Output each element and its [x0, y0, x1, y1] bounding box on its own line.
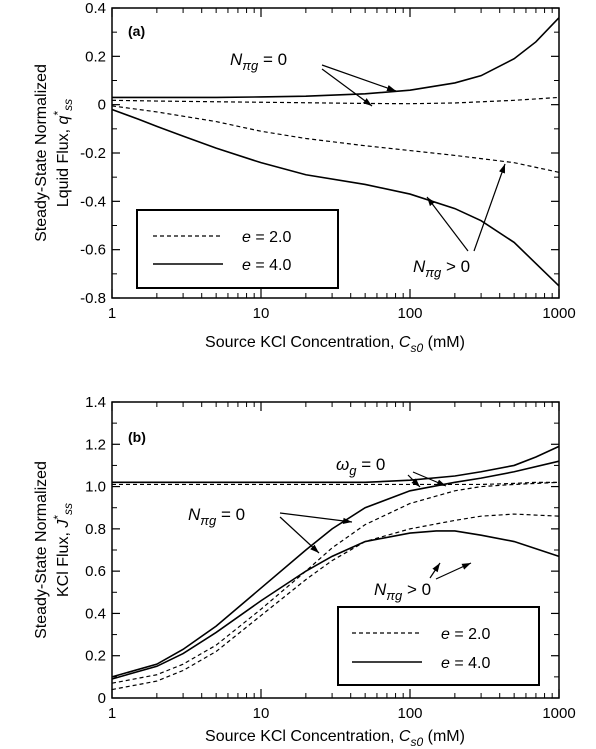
panel-a-arrow-npig-positive-right: [473, 163, 506, 252]
panel-b-legend-label-dashed: e = 2.0: [441, 626, 490, 643]
panel-b-arrow-omega-zero-left: [407, 474, 421, 488]
panel-a-ytick-label: -0.6: [80, 242, 106, 259]
panel-a-legend-label-dashed: e = 2.0: [242, 229, 291, 246]
panel-b-ytick-label: 0.4: [85, 605, 106, 622]
panel-b-ytick-label: 0.8: [85, 521, 106, 538]
panel-b-ytick-label: 0.2: [85, 648, 106, 665]
panel-b-annotation-npig-positive: Nπg > 0: [374, 580, 431, 603]
panel-b-series-5-dashed: [111, 513, 560, 691]
panel-b-ticks: 1 10 100 1000 0 0.2 0.4 0.6 0.8 1.0 1.2 1.4: [85, 394, 576, 722]
panel-b-xtick-label: 1000: [542, 705, 575, 722]
panel-a-series: [111, 17, 560, 287]
panel-a-arrow-npig-zero-upper: [321, 64, 397, 92]
panel-b-legend: e = 2.0 e = 4.0: [337, 606, 540, 686]
panel-b-series-1-dashed: [112, 481, 559, 486]
panel-a-ytick-label: -0.4: [80, 193, 106, 210]
panel-b-ytick-label: 1.2: [85, 436, 106, 453]
panel-a-legend-label-solid: e = 4.0: [242, 257, 291, 274]
panel-b-series: [111, 445, 560, 691]
panel-a-series-3-solid: [111, 108, 560, 287]
panel-a-ytick-label: 0.4: [85, 0, 106, 17]
panel-b-xtick-label: 10: [253, 705, 270, 722]
panel-a-ylabel-line2: Lquid Flux, q*ss: [51, 99, 75, 207]
panel-b-xtick-label: 1: [108, 705, 116, 722]
panel-b-legend-box: [337, 606, 540, 686]
panel-a-xtick-label: 1000: [542, 305, 575, 322]
panel-b-annotation-npig-zero: Nπg = 0: [188, 505, 245, 528]
panel-a-xlabel: Source KCl Concentration, Cs0 (mM): [205, 334, 465, 355]
panel-a-ticks: 1 10 100 1000 -0.8 -0.6 -0.4 -0.2 0 0.2 0.4: [80, 0, 576, 322]
panel-a-xtick-label: 10: [253, 305, 270, 322]
panel-b-ylabel-line2: KCl Flux, J*ss: [51, 503, 75, 597]
panel-b-ytick-label: 1.4: [85, 394, 106, 411]
panel-a-ytick-label: 0: [98, 97, 106, 114]
panel-b-annotation-omega-zero: ωg = 0: [336, 455, 385, 478]
panel-b-arrow-npig-positive-left: [429, 562, 441, 579]
panel-b-xlabel: Source KCl Concentration, Cs0 (mM): [205, 728, 465, 749]
panel-a-xtick-label: 1: [108, 305, 116, 322]
panel-a-ytick-label: -0.2: [80, 145, 106, 162]
panel-a-annotation-npig-zero: Nπg = 0: [230, 50, 287, 73]
panel-b-arrow-omega-zero-right: [412, 471, 447, 487]
panel-b-series-4-solid: [111, 530, 560, 680]
panel-a-legend-box: [136, 209, 339, 289]
panel-a-arrow-npig-zero-lower: [321, 68, 373, 107]
panel-b-arrow-npig-zero-upper: [279, 512, 353, 525]
panel-b-series-2-solid: [111, 460, 560, 678]
panel-a-series-0-solid: [112, 17, 560, 99]
panel-a-ytick-label: -0.8: [80, 290, 106, 307]
panel-a-legend: e = 2.0 e = 4.0: [136, 209, 339, 289]
panel-b: 1 10 100 1000 0 0.2 0.4 0.6 0.8 1.0 1.2 1.4 (b) Ste…: [33, 394, 576, 749]
panel-b-ytick-label: 1.0: [85, 479, 106, 496]
panel-b-xtick-label: 100: [397, 705, 422, 722]
panel-a-annotation-npig-positive: Nπg > 0: [413, 257, 470, 280]
panel-a-ytick-label: 0.2: [85, 48, 106, 65]
panel-b-arrow-npig-zero-lower: [279, 516, 320, 554]
panel-b-ylabel-line1: Steady-State Normalized: [33, 461, 50, 639]
panel-b-ytick-label: 0: [98, 690, 106, 707]
panel-b-legend-label-solid: e = 4.0: [441, 655, 490, 672]
panel-a-ylabel-line1: Steady-State Normalized: [33, 64, 50, 242]
panel-b-series-0-solid: [112, 445, 560, 484]
panel-a-label: (a): [128, 23, 145, 39]
panel-a-xtick-label: 100: [397, 305, 422, 322]
panel-b-arrow-npig-positive-right: [435, 562, 472, 580]
panel-b-series-3-dashed: [111, 481, 560, 684]
panel-a-series-1-dashed: [111, 96, 560, 105]
panel-b-label: (b): [128, 429, 146, 445]
panel-a-arrow-npig-positive-left: [426, 196, 469, 252]
panel-a: 1 10 100 1000 -0.8 -0.6 -0.4 -0.2 0 0.2 0.4 (a) St…: [33, 0, 576, 355]
panel-a-series-2-dashed: [111, 105, 560, 173]
panel-b-ytick-label: 0.6: [85, 563, 106, 580]
